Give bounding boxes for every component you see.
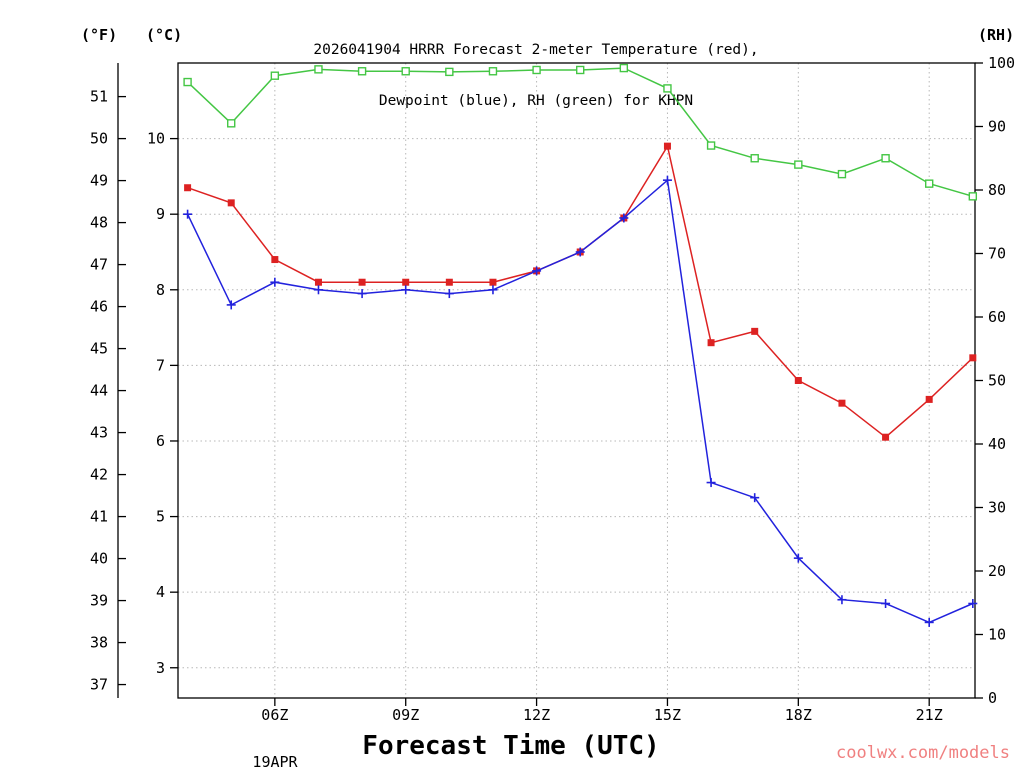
svg-text:40: 40	[90, 550, 108, 568]
svg-text:9: 9	[156, 205, 165, 223]
fahrenheit-axis-label: (°F)	[81, 26, 118, 44]
svg-text:38: 38	[90, 634, 108, 652]
svg-text:100: 100	[988, 54, 1015, 72]
svg-text:42: 42	[90, 466, 108, 484]
rh-axis-label: (RH)	[978, 26, 1015, 44]
svg-text:18Z: 18Z	[785, 706, 812, 724]
svg-text:41: 41	[90, 508, 108, 526]
svg-text:39: 39	[90, 592, 108, 610]
svg-text:48: 48	[90, 214, 108, 232]
svg-text:5: 5	[156, 508, 165, 526]
svg-text:6: 6	[156, 432, 165, 450]
svg-text:60: 60	[988, 308, 1006, 326]
svg-text:20: 20	[988, 562, 1006, 580]
chart-title-line2: Dewpoint (blue), RH (green) for KHPN	[378, 93, 694, 109]
svg-text:44: 44	[90, 382, 108, 400]
svg-text:50: 50	[988, 372, 1006, 390]
svg-text:0: 0	[988, 689, 997, 707]
svg-text:21Z: 21Z	[916, 706, 943, 724]
svg-text:10: 10	[988, 626, 1006, 644]
x-axis-date-line1: 19APR	[252, 753, 298, 768]
svg-text:30: 30	[988, 499, 1006, 517]
chart-title: 2026041904 HRRR Forecast 2-meter Tempera…	[313, 8, 758, 144]
svg-text:3: 3	[156, 659, 165, 677]
svg-text:15Z: 15Z	[654, 706, 681, 724]
svg-text:80: 80	[988, 181, 1006, 199]
watermark-text: coolwx.com/models	[836, 743, 1010, 763]
svg-text:90: 90	[988, 118, 1006, 136]
celsius-axis-label: (°C)	[146, 26, 183, 44]
svg-text:09Z: 09Z	[392, 706, 419, 724]
x-axis-date: 19APR 2026	[252, 722, 297, 768]
svg-text:37: 37	[90, 676, 108, 694]
x-axis-title: Forecast Time (UTC)	[362, 731, 660, 761]
svg-text:40: 40	[988, 435, 1006, 453]
svg-text:51: 51	[90, 88, 108, 106]
svg-text:43: 43	[90, 424, 108, 442]
svg-text:8: 8	[156, 281, 165, 299]
chart-title-line1: 2026041904 HRRR Forecast 2-meter Tempera…	[313, 42, 759, 58]
svg-text:50: 50	[90, 130, 108, 148]
svg-text:49: 49	[90, 172, 108, 190]
svg-text:12Z: 12Z	[523, 706, 550, 724]
svg-text:7: 7	[156, 356, 165, 374]
svg-text:10: 10	[147, 130, 165, 148]
svg-text:46: 46	[90, 298, 108, 316]
svg-text:47: 47	[90, 256, 108, 274]
svg-text:06Z: 06Z	[261, 706, 288, 724]
svg-text:4: 4	[156, 583, 165, 601]
svg-text:70: 70	[988, 245, 1006, 263]
svg-text:45: 45	[90, 340, 108, 358]
